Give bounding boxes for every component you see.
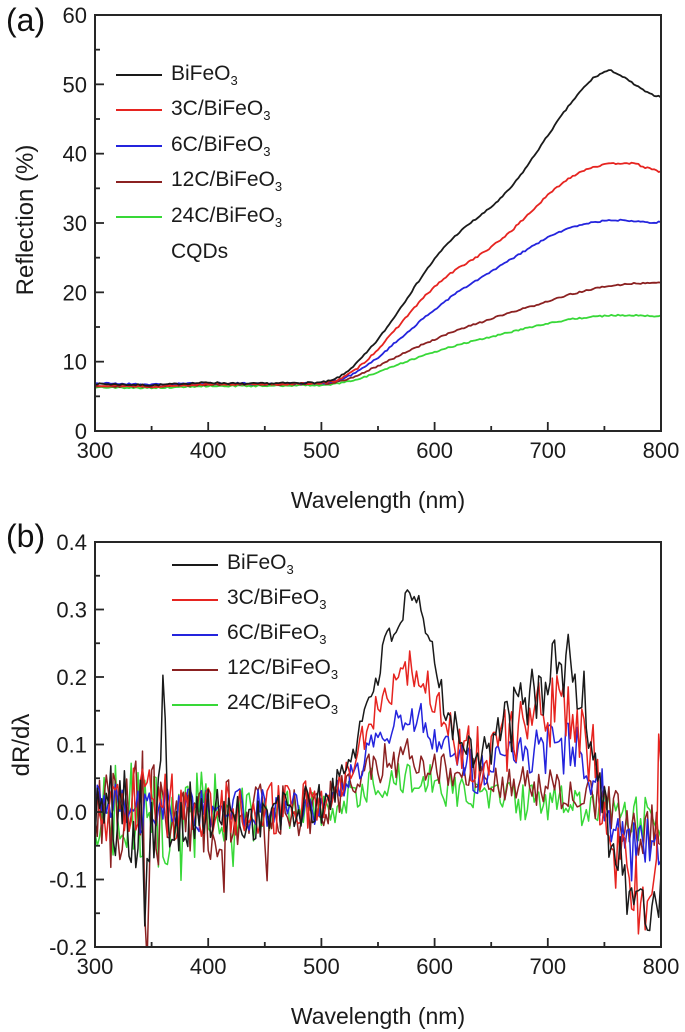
legend-line-swatch bbox=[172, 703, 218, 706]
x-tick-label: 400 bbox=[190, 438, 227, 463]
legend-item: 24C/BiFeO3 bbox=[172, 687, 338, 722]
x-tick-label: 300 bbox=[77, 438, 114, 463]
panel-b-label: (b) bbox=[6, 518, 46, 554]
legend-item: 12C/BiFeO3 bbox=[172, 652, 338, 687]
legend-label: 3C/BiFeO3 bbox=[227, 586, 327, 613]
legend-label: 12C/BiFeO3 bbox=[227, 656, 339, 683]
tick-labels: 300 400 500 600 700 800 0.4 0.3 0.2 0.1 0.0 -0.1 -0.… bbox=[49, 530, 679, 979]
series-lines bbox=[95, 589, 661, 947]
axis-ticks bbox=[94, 14, 662, 432]
legend-item: 6C/BiFeO3 bbox=[116, 128, 282, 164]
x-tick-label: 600 bbox=[416, 954, 453, 979]
legend-line-swatch bbox=[116, 252, 162, 254]
y-tick-label: 40 bbox=[63, 142, 87, 167]
legend-item: 6C/BiFeO3 bbox=[172, 617, 338, 652]
y-tick-label: 0.1 bbox=[56, 733, 87, 758]
y-tick-label: -0.1 bbox=[49, 868, 87, 893]
axis-ticks bbox=[94, 541, 662, 948]
legend-line-swatch bbox=[116, 109, 162, 112]
legend-item: 3C/BiFeO3 bbox=[172, 582, 338, 617]
tick-labels: 300 400 500 600 700 800 0 10 20 30 40 50 60 bbox=[63, 3, 680, 463]
panel-a-x-axis-title: Wavelength (nm) bbox=[290, 487, 466, 513]
y-tick-label: 0.0 bbox=[56, 800, 87, 825]
legend-label: 24C/BiFeO3 bbox=[171, 204, 283, 231]
legend-line-swatch bbox=[172, 668, 218, 671]
legend-line-swatch bbox=[116, 216, 162, 219]
legend-item: BiFeO3 bbox=[172, 547, 338, 582]
legend-line-swatch bbox=[116, 73, 162, 76]
y-tick-label: 0.2 bbox=[56, 665, 87, 690]
legend-line-swatch bbox=[116, 180, 162, 183]
x-tick-label: 800 bbox=[643, 438, 680, 463]
y-tick-label: 0 bbox=[75, 419, 87, 444]
y-tick-label: 30 bbox=[63, 211, 87, 236]
y-tick-label: 0.4 bbox=[56, 530, 87, 555]
x-tick-label: 600 bbox=[416, 438, 453, 463]
legend-item: CQDs bbox=[116, 235, 282, 271]
panel-b: 300 400 500 600 700 800 0.4 0.3 0.2 0.1 0.0 -0.1 -0.… bbox=[0, 516, 685, 1032]
legend-line-swatch bbox=[172, 633, 218, 636]
legend-line-swatch bbox=[116, 144, 162, 147]
legend-label: 24C/BiFeO3 bbox=[227, 691, 339, 718]
legend-label: 12C/BiFeO3 bbox=[171, 168, 283, 195]
x-tick-label: 800 bbox=[643, 954, 680, 979]
y-tick-label: 10 bbox=[63, 350, 87, 375]
legend-item: 3C/BiFeO3 bbox=[116, 93, 282, 129]
y-tick-label: -0.2 bbox=[49, 935, 87, 960]
legend-label: BiFeO3 bbox=[171, 61, 238, 88]
legend-label: 6C/BiFeO3 bbox=[227, 621, 327, 648]
y-tick-label: 20 bbox=[63, 280, 87, 305]
legend-line-swatch bbox=[172, 563, 218, 566]
panel-b-y-axis-title: dR/dλ bbox=[8, 713, 35, 777]
panel-a-legend: BiFeO3 3C/BiFeO3 6C/BiFeO3 12C/BiFeO3 24… bbox=[116, 57, 282, 271]
series-BiFeO3 bbox=[95, 69, 661, 387]
y-tick-label: 60 bbox=[63, 3, 87, 28]
panel-a: 300 400 500 600 700 800 0 10 20 30 40 50 60 (a) Refl… bbox=[6, 2, 680, 513]
panel-a-plot: 300 400 500 600 700 800 0 10 20 30 40 50 60 bbox=[63, 3, 680, 463]
x-tick-label: 500 bbox=[303, 438, 340, 463]
panel-a-y-axis-title: Reflection (%) bbox=[12, 144, 39, 296]
legend-item: BiFeO3 bbox=[116, 57, 282, 93]
series-24C/BiFeO3 bbox=[95, 313, 661, 390]
legend-line-swatch bbox=[172, 598, 218, 601]
legend-label: 6C/BiFeO3 bbox=[171, 132, 271, 160]
series-12C/BiFeO3 bbox=[95, 738, 661, 947]
x-tick-label: 700 bbox=[529, 954, 566, 979]
series-BiFeO3 bbox=[95, 589, 661, 932]
series-lines bbox=[95, 69, 661, 396]
series-6C/BiFeO3 bbox=[95, 218, 661, 387]
x-tick-label: 400 bbox=[190, 954, 227, 979]
legend-label: CQDs bbox=[171, 239, 229, 263]
panel-b-x-axis-title: Wavelength (nm) bbox=[290, 1003, 466, 1029]
legend-label: 3C/BiFeO3 bbox=[171, 97, 271, 124]
panel-b-plot: 300 400 500 600 700 800 0.4 0.3 0.2 0.1 0.0 -0.1 -0.… bbox=[49, 530, 679, 979]
panel-a-label: (a) bbox=[6, 2, 46, 38]
x-tick-label: 700 bbox=[529, 438, 566, 463]
panel-b-legend: BiFeO3 3C/BiFeO3 6C/BiFeO3 12C/BiFeO3 24… bbox=[172, 547, 338, 722]
x-tick-label: 300 bbox=[77, 954, 114, 979]
legend-item: 24C/BiFeO3 bbox=[116, 199, 282, 235]
x-tick-label: 500 bbox=[303, 954, 340, 979]
y-tick-label: 50 bbox=[63, 72, 87, 97]
series-3C/BiFeO3 bbox=[95, 161, 661, 389]
legend-item: 12C/BiFeO3 bbox=[116, 164, 282, 200]
legend-label: BiFeO3 bbox=[227, 551, 294, 578]
y-tick-label: 0.3 bbox=[56, 598, 87, 623]
series-CQDs bbox=[95, 366, 661, 396]
